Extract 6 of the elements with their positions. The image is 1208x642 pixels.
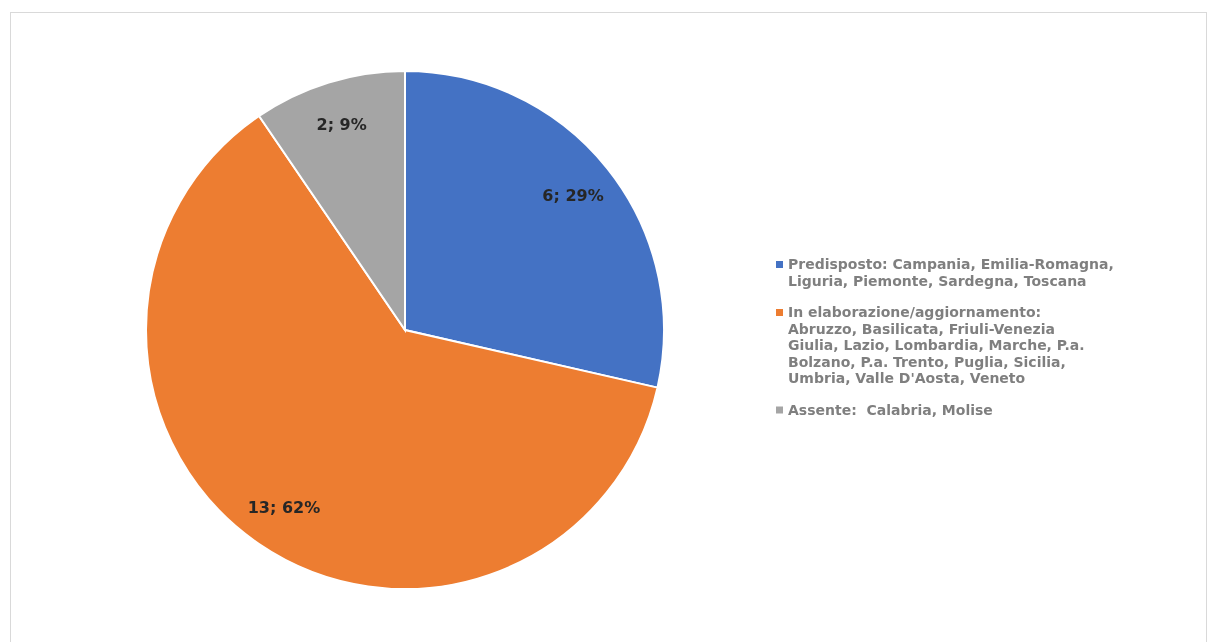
legend-label: Assente: Calabria, Molise [788,401,993,418]
legend-label: In elaborazione/aggiornamento: Abruzzo, Basilicata, Friuli-Venezia Giulia, Lazio, Lombardia, Marche, P.a. Bolzano, P.a. Trento, Puglia, Sicilia, Umbria, Valle D'Aosta, Veneto [788,304,1085,386]
data-label: 13; 62% [247,498,321,518]
data-label: 2; 9% [316,115,367,135]
legend-label: Predisposto: Campania, Emilia-Romagna, Liguria, Piemonte, Sardegna, Toscana [788,256,1114,289]
data-label: 6; 29% [542,186,604,206]
